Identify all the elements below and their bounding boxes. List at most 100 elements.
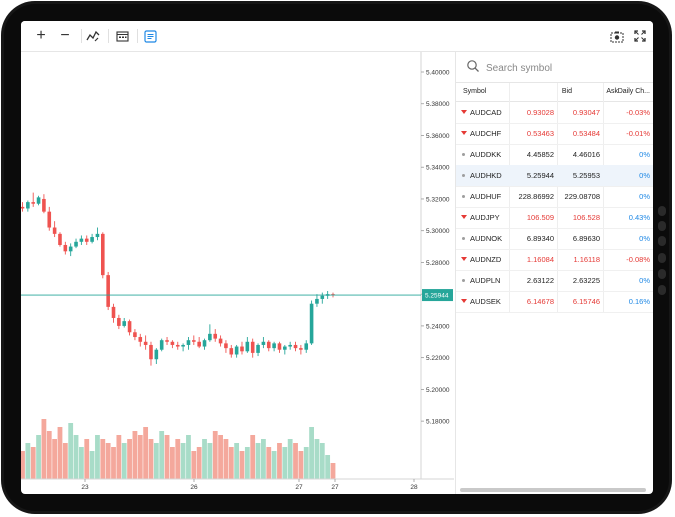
- details-button[interactable]: [141, 27, 159, 45]
- watchlist-row[interactable]: AUDCAD 0.93028 0.93047 -0.03%: [456, 102, 653, 124]
- candlestick-chart[interactable]: 5.40000 5.38000 5.36000 5.34000 5.32000 5.300…: [21, 52, 454, 494]
- row-ask: 1.16118: [573, 255, 600, 264]
- candle-body: [170, 341, 175, 345]
- column-bid[interactable]: Bid: [561, 88, 572, 95]
- row-ask: 5.25953: [572, 171, 600, 180]
- search-input[interactable]: [484, 57, 648, 79]
- volume-bar: [169, 447, 175, 479]
- current-price-label: 5.25944: [425, 293, 449, 300]
- volume-bar: [164, 435, 170, 479]
- screenshot-button[interactable]: [608, 27, 626, 45]
- volume-bar: [111, 447, 116, 479]
- dot-icon: [462, 153, 465, 156]
- candle-body: [320, 295, 325, 299]
- volume-bar: [228, 447, 234, 479]
- fullscreen-button[interactable]: [631, 27, 649, 45]
- watchlist-row[interactable]: AUDNOK 6.89340 6.89630 0%: [456, 228, 653, 250]
- volume-bar: [319, 443, 325, 479]
- search-icon: [467, 60, 479, 72]
- watchlist-row[interactable]: AUDPLN 2.63122 2.63225 0%: [456, 270, 653, 292]
- indicators-icon: [86, 30, 100, 42]
- candle-body: [293, 344, 298, 349]
- row-bid: 106.509: [526, 213, 554, 222]
- candle-body: [175, 344, 180, 347]
- volume-bar: [41, 419, 47, 479]
- candle-body: [229, 348, 234, 355]
- chart-area[interactable]: 5.40000 5.38000 5.36000 5.34000 5.32000 5.300…: [21, 52, 454, 494]
- column-daily-change[interactable]: Daily Ch...: [617, 88, 650, 95]
- candle-body: [79, 238, 84, 242]
- side-button: [658, 221, 666, 231]
- watchlist-row[interactable]: AUDDKK 4.45852 4.46016 0%: [456, 144, 653, 166]
- row-symbol: AUDJPY: [470, 213, 500, 222]
- row-daily-change: 0%: [639, 276, 650, 285]
- candle-body: [154, 349, 159, 360]
- zoom-out-button[interactable]: −: [56, 27, 74, 45]
- candle-body: [47, 211, 52, 228]
- candle-body: [309, 303, 314, 344]
- candle-body: [42, 198, 46, 212]
- search-bar[interactable]: [456, 52, 653, 83]
- volume-bar: [234, 443, 240, 479]
- volume-bar: [52, 439, 58, 479]
- volume-bar: [223, 439, 229, 479]
- candle-body: [127, 321, 132, 333]
- watchlist-row[interactable]: AUDCHF 0.53463 0.53484 -0.01%: [456, 123, 653, 145]
- column-ask[interactable]: Ask: [606, 88, 618, 95]
- row-daily-change: 0%: [639, 192, 650, 201]
- candle-body: [202, 340, 207, 347]
- candle-body: [181, 344, 185, 347]
- fullscreen-icon: [634, 30, 646, 42]
- row-bid: 4.45852: [526, 150, 554, 159]
- row-ask: 106.528: [572, 213, 600, 222]
- candle-body: [74, 241, 78, 247]
- triangle-down-icon: [461, 215, 467, 219]
- volume-bar: [239, 451, 245, 479]
- triangle-down-icon: [461, 110, 467, 114]
- row-bid: 1.16084: [526, 255, 554, 264]
- volume-bar: [218, 435, 223, 479]
- volume-bar: [330, 463, 336, 479]
- volume-bar: [250, 435, 256, 479]
- dot-icon: [462, 195, 465, 198]
- row-bid: 2.63122: [526, 276, 554, 285]
- candle-body: [101, 233, 105, 276]
- watchlist-row[interactable]: AUDNZD 1.16084 1.16118 -0.08%: [456, 249, 653, 271]
- volume-bar: [78, 447, 84, 479]
- volume-bar: [36, 435, 41, 479]
- row-ask: 6.15746: [572, 297, 600, 306]
- candle-body: [245, 341, 250, 352]
- zoom-in-button[interactable]: +: [32, 27, 50, 45]
- watchlist-row[interactable]: AUDSEK 6.14678 6.15746 0.16%: [456, 291, 653, 313]
- chart-toolbar: + −: [21, 21, 653, 52]
- volume-bar: [46, 431, 52, 479]
- candle-body: [84, 238, 89, 242]
- watchlist-row[interactable]: AUDJPY 106.509 106.528 0.43%: [456, 207, 653, 229]
- row-bid: 0.93028: [526, 108, 554, 117]
- screen: + −: [21, 21, 653, 494]
- candle-body: [26, 202, 30, 209]
- volume-bar: [100, 439, 106, 479]
- watchlist-row[interactable]: AUDHUF 228.86992 229.08708 0%: [456, 186, 653, 208]
- dot-icon: [462, 279, 465, 282]
- candle-body: [304, 343, 309, 350]
- candle-body: [261, 341, 266, 345]
- candle-body: [283, 346, 287, 350]
- row-bid: 6.14678: [526, 297, 554, 306]
- time-tick-label: 28: [410, 484, 418, 491]
- indicators-button[interactable]: [84, 27, 102, 45]
- volume-bar: [105, 443, 111, 479]
- volume-bar: [25, 443, 31, 479]
- calendar-button[interactable]: [113, 27, 131, 45]
- volume-bar: [196, 447, 202, 479]
- row-daily-change: 0.43%: [628, 213, 650, 222]
- watchlist-row[interactable]: AUDHKD 5.25944 5.25953 0%: [456, 165, 653, 187]
- row-daily-change: 0%: [639, 171, 650, 180]
- volume-bar: [159, 431, 165, 479]
- candle-body: [111, 306, 116, 318]
- candle-body: [36, 197, 41, 204]
- column-symbol[interactable]: Symbol: [463, 88, 487, 95]
- horizontal-scrollbar[interactable]: [460, 488, 646, 492]
- candle-body: [138, 337, 143, 342]
- candle-body: [250, 341, 255, 353]
